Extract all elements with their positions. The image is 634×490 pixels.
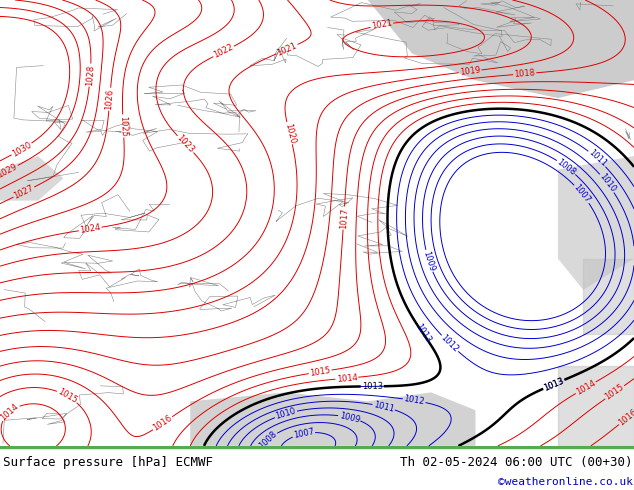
Text: 1024: 1024 [79,223,101,235]
Text: 1021: 1021 [371,19,393,31]
Text: 1009: 1009 [338,411,361,424]
Polygon shape [368,0,634,98]
Text: 1020: 1020 [283,122,297,145]
Text: 1026: 1026 [105,88,115,110]
Text: ©weatheronline.co.uk: ©weatheronline.co.uk [498,477,633,487]
Text: 1021: 1021 [276,41,299,57]
Text: 1022: 1022 [212,43,235,60]
Text: 1008: 1008 [257,430,279,451]
Text: 1014: 1014 [574,379,597,397]
Text: 1018: 1018 [514,69,536,79]
Text: 1009: 1009 [422,249,436,272]
Polygon shape [190,392,476,446]
Text: 1011: 1011 [372,400,395,414]
Text: Surface pressure [hPa] ECMWF: Surface pressure [hPa] ECMWF [3,456,213,469]
Text: 1029: 1029 [0,162,19,180]
Text: 1010: 1010 [275,407,297,421]
Text: 1014: 1014 [336,373,358,384]
Polygon shape [558,156,634,290]
Text: 1015: 1015 [56,387,79,405]
Text: 1007: 1007 [572,183,592,205]
Text: Th 02-05-2024 06:00 UTC (00+30): Th 02-05-2024 06:00 UTC (00+30) [400,456,633,469]
Text: 1012: 1012 [439,333,460,354]
Text: 1013: 1013 [542,376,566,392]
Text: 1028: 1028 [85,64,96,86]
Text: 1016: 1016 [617,407,634,427]
Text: 1013: 1013 [361,382,383,391]
Text: 1008: 1008 [555,157,578,177]
Text: 1015: 1015 [604,383,626,402]
Text: 1015: 1015 [309,366,331,378]
Text: 1019: 1019 [459,66,481,77]
Text: 1030: 1030 [10,140,33,158]
Text: 1012: 1012 [403,394,425,407]
Text: 1016: 1016 [152,414,174,433]
Text: 1013: 1013 [413,322,433,345]
Text: 1025: 1025 [118,115,128,137]
Polygon shape [0,156,63,201]
Text: 1027: 1027 [13,183,36,201]
Text: 1013: 1013 [542,376,566,392]
Text: 1014: 1014 [0,402,20,422]
Text: 1010: 1010 [597,172,617,194]
Text: 1023: 1023 [175,133,196,155]
Text: 1011: 1011 [586,148,608,169]
Text: 1017: 1017 [339,207,349,229]
Text: 1007: 1007 [292,427,315,440]
